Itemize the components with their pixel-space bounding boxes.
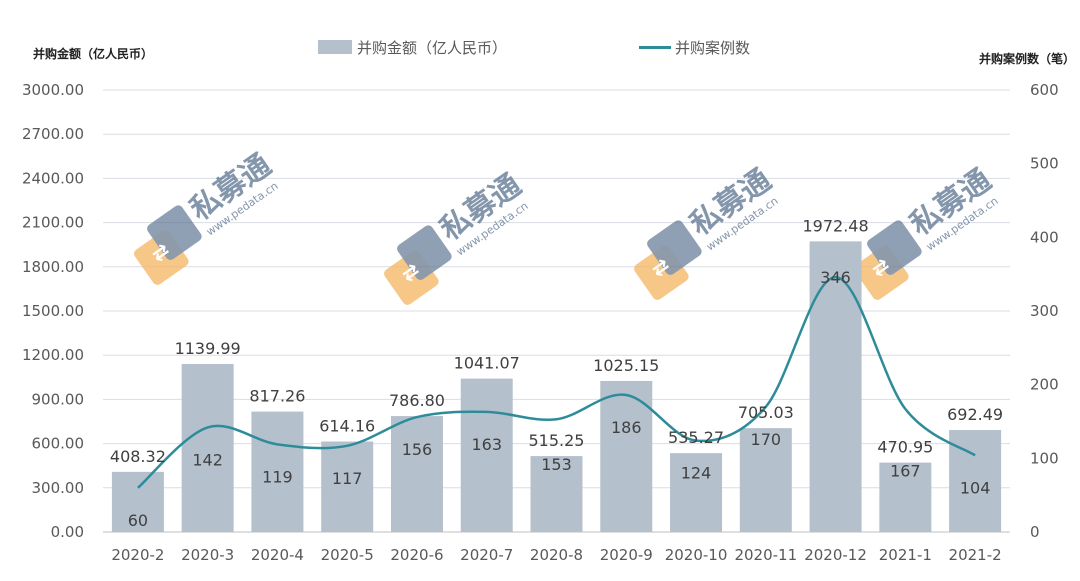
right-tick-label: 300	[1030, 302, 1059, 320]
right-axis-title: 并购案例数（笔）	[979, 51, 1075, 66]
line-value-label: 124	[681, 464, 712, 483]
line-series	[137, 275, 976, 489]
bar	[321, 441, 374, 532]
line-value-label: 156	[402, 440, 433, 459]
x-tick-label: 2020-12	[804, 546, 867, 564]
x-tick-label: 2020-7	[460, 546, 513, 564]
right-tick-label: 200	[1030, 376, 1059, 394]
bar	[739, 428, 792, 532]
left-tick-label: 3000.00	[22, 81, 84, 99]
bar-value-label: 470.95	[877, 438, 933, 457]
right-tick-label: 600	[1030, 81, 1059, 99]
right-tick-label: 400	[1030, 228, 1059, 246]
bar-value-label: 692.49	[947, 405, 1003, 424]
line-value-label: 167	[890, 462, 921, 481]
line-value-label: 163	[471, 435, 502, 454]
bar	[670, 453, 723, 532]
line-value-label: 60	[128, 511, 148, 530]
bar-value-label: 1972.48	[802, 216, 868, 235]
x-tick-label: 2021-2	[949, 546, 1002, 564]
x-tick-label: 2020-2	[111, 546, 164, 564]
left-tick-label: 900.00	[32, 390, 85, 408]
line-value-label: 104	[960, 478, 991, 497]
line-value-label: 119	[262, 467, 293, 486]
bar-value-label: 1025.15	[593, 356, 659, 375]
left-tick-label: 1800.00	[22, 258, 84, 276]
legend-bar-label: 并购金额（亿人民币）	[357, 39, 507, 57]
right-tick-label: 500	[1030, 155, 1059, 173]
left-tick-label: 2100.00	[22, 214, 84, 232]
line-value-label: 153	[541, 455, 572, 474]
bar	[809, 241, 862, 532]
x-tick-label: 2020-9	[600, 546, 653, 564]
bar-value-label: 515.25	[529, 431, 585, 450]
bar	[600, 380, 653, 532]
line-value-label: 117	[332, 469, 363, 488]
right-tick-label: 0	[1030, 523, 1040, 541]
x-tick-label: 2020-6	[390, 546, 443, 564]
x-tick-label: 2021-1	[879, 546, 932, 564]
bar	[251, 411, 304, 532]
left-tick-label: 2400.00	[22, 169, 84, 187]
x-tick-label: 2020-10	[665, 546, 728, 564]
x-tick-label: 2020-4	[251, 546, 304, 564]
bar-value-label: 1139.99	[175, 339, 241, 358]
left-tick-label: 1200.00	[22, 346, 84, 364]
legend-line-label: 并购案例数	[675, 39, 750, 57]
bar-value-label: 786.80	[389, 391, 445, 410]
line-value-label: 142	[192, 450, 223, 469]
bar-value-label: 614.16	[319, 417, 375, 436]
bar-value-label: 535.27	[668, 428, 724, 447]
left-axis-title: 并购金额（亿人民币）	[33, 46, 153, 61]
right-tick-label: 100	[1030, 449, 1059, 467]
bar-value-label: 817.26	[249, 387, 305, 406]
left-tick-label: 300.00	[32, 479, 85, 497]
x-tick-label: 2020-3	[181, 546, 234, 564]
bar	[879, 462, 932, 532]
bar-value-label: 408.32	[110, 447, 166, 466]
line-value-label: 186	[611, 418, 642, 437]
bar	[530, 456, 583, 532]
bar-value-label: 1041.07	[454, 354, 520, 373]
bar	[390, 416, 443, 532]
bar-value-label: 705.03	[738, 403, 794, 422]
line-value-label: 346	[820, 268, 851, 287]
x-tick-label: 2020-8	[530, 546, 583, 564]
bar	[460, 378, 513, 532]
left-tick-label: 2700.00	[22, 125, 84, 143]
bar	[111, 471, 164, 532]
line-value-label: 170	[751, 430, 782, 449]
left-tick-label: 600.00	[32, 435, 85, 453]
legend-bar-swatch	[318, 40, 352, 54]
legend-line-swatch	[639, 46, 671, 49]
left-tick-label: 1500.00	[22, 302, 84, 320]
bar	[181, 364, 234, 532]
left-tick-label: 0.00	[51, 523, 84, 541]
x-tick-label: 2020-11	[734, 546, 797, 564]
x-tick-label: 2020-5	[321, 546, 374, 564]
